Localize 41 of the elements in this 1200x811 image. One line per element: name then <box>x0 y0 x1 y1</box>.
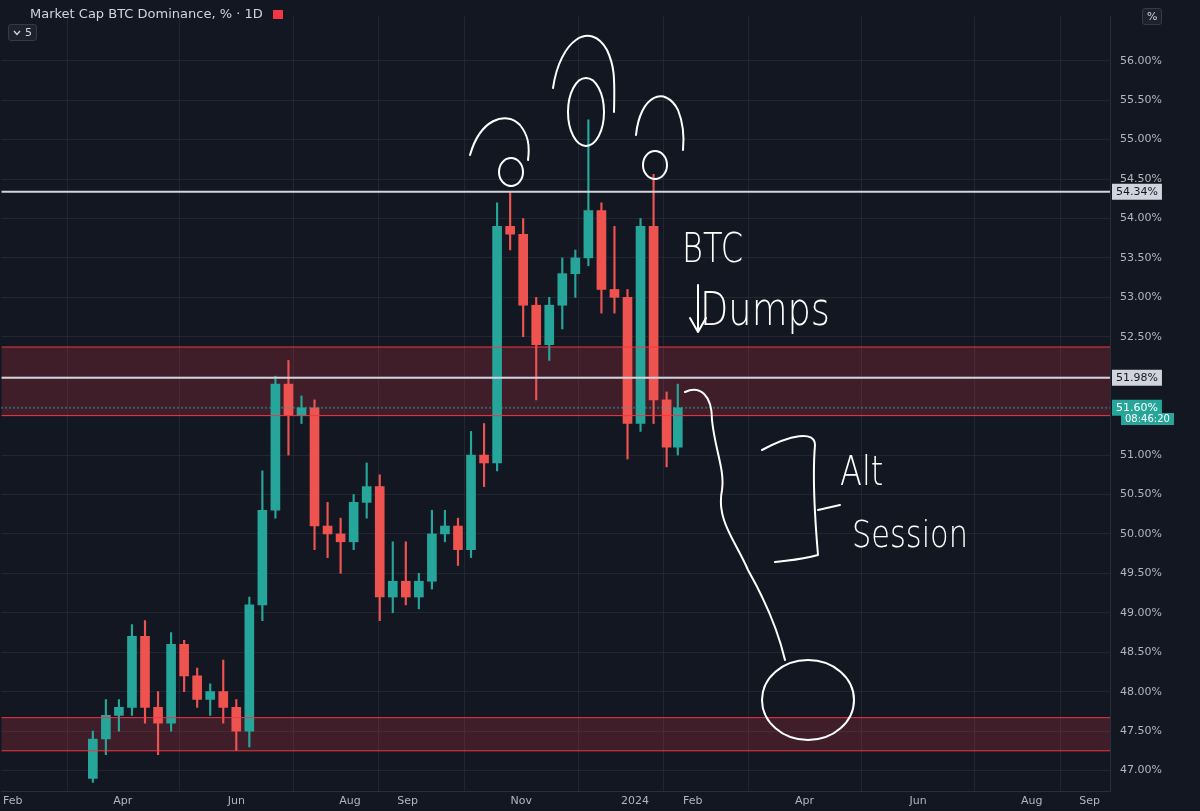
y-tick-label: 54.00% <box>1120 211 1162 225</box>
x-tick-label: Apr <box>794 794 815 808</box>
annotation: Session <box>852 512 968 556</box>
chart-title: Market Cap BTC Dominance, % · 1D <box>30 6 264 21</box>
y-tick-label: 56.00% <box>1120 53 1162 67</box>
annotation: Alt <box>840 448 884 494</box>
y-tick-label: 49.50% <box>1120 566 1162 580</box>
text: % <box>1142 8 1163 25</box>
y-tick-label: 55.50% <box>1120 93 1162 107</box>
y-tick-label: 50.00% <box>1120 526 1162 540</box>
y-tick-label: 54.50% <box>1120 171 1162 185</box>
candlestick <box>609 226 620 314</box>
x-tick-label: Sep <box>1079 794 1100 808</box>
annotation: BTC <box>682 225 743 271</box>
text: 08:46:20 <box>1121 413 1174 425</box>
ref-line-label: 51.60% <box>1116 400 1158 414</box>
y-tick-label: 51.00% <box>1120 447 1162 461</box>
y-tick-label: 53.00% <box>1120 290 1162 304</box>
y-tick-label: 49.00% <box>1120 605 1162 619</box>
y-tick-label: 50.50% <box>1120 487 1162 501</box>
x-tick-label: Sep <box>397 794 419 808</box>
y-tick-label: 48.50% <box>1120 645 1162 659</box>
annotation: 5 <box>8 24 37 41</box>
x-tick-label: Aug <box>1021 794 1043 808</box>
x-tick-label: Jun <box>226 794 245 808</box>
y-tick-label: 47.00% <box>1120 763 1162 777</box>
x-tick-label: 2024 <box>620 794 649 808</box>
ref-line-label: 54.34% <box>1116 184 1158 198</box>
x-tick-label: Apr <box>113 794 133 808</box>
y-tick-label: 53.50% <box>1120 250 1162 264</box>
x-tick-label: Aug <box>339 794 361 808</box>
x-tick-label: Feb <box>3 794 23 808</box>
x-tick-label: Jun <box>908 794 927 808</box>
y-tick-label: 52.50% <box>1120 329 1162 343</box>
y-tick-label: 47.50% <box>1120 723 1162 737</box>
y-tick-label: 48.00% <box>1120 684 1162 698</box>
x-tick-label: Feb <box>682 794 703 808</box>
ref-line-label: 51.98% <box>1116 370 1158 384</box>
y-tick-label: 55.00% <box>1120 132 1162 146</box>
x-tick-label: Nov <box>510 794 533 808</box>
annotation: Dumps <box>700 282 831 336</box>
